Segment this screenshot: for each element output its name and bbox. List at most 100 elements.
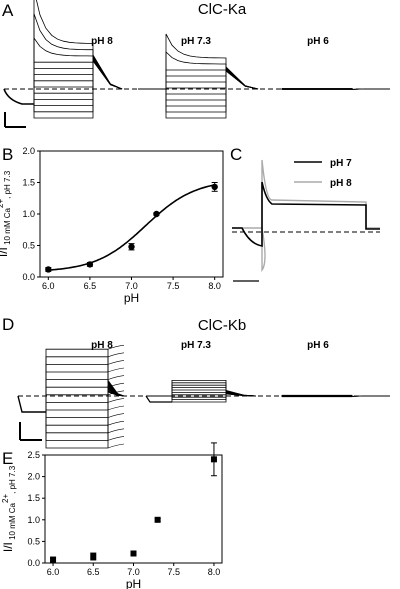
current-trace	[107, 398, 125, 403]
current-trace	[138, 68, 259, 90]
prepulse-trace	[17, 395, 46, 413]
x-tick-label: 8.0	[208, 567, 221, 577]
panel-letter-e: E	[2, 449, 13, 468]
current-trace	[107, 413, 125, 418]
panel-d-title: ClC-Kb	[198, 317, 246, 334]
current-trace	[138, 66, 259, 113]
data-point	[128, 243, 135, 250]
panel-d-current-traces	[17, 344, 390, 449]
trace-ph7	[232, 181, 380, 247]
current-trace	[45, 391, 125, 449]
panel-letter-d: D	[2, 315, 14, 334]
y-tick-label: 1.5	[27, 493, 40, 503]
y-tick-label: 0.5	[27, 536, 40, 546]
panel-a-condition-2: pH 7.3	[181, 36, 211, 47]
panel-a-condition-1: pH 8	[91, 36, 113, 47]
plot-frame	[44, 454, 223, 564]
panel-c-legend: pH 7 pH 8	[294, 158, 352, 189]
x-tick-label: 8.0	[208, 281, 221, 291]
legend-label-ph7: pH 7	[330, 158, 352, 169]
data-point	[153, 210, 160, 218]
y-tick-label: 1.5	[22, 178, 35, 188]
panel-d-condition-3: pH 6	[307, 340, 329, 351]
prepulse-trace	[3, 88, 34, 105]
current-trace	[107, 420, 125, 426]
y-tick-label: 0.0	[22, 272, 35, 282]
current-trace	[107, 360, 125, 365]
y-tick-label: 0.0	[27, 558, 40, 568]
panel-d-condition-1: pH 8	[91, 340, 113, 351]
current-trace	[33, 54, 123, 113]
current-trace	[138, 68, 259, 90]
y-tick-label: 1.0	[22, 209, 35, 219]
current-trace	[146, 380, 257, 397]
panel-e-chart: 6.0 6.5 7.0 7.5 8.0 0.0 0.5 1.0 1.5 2.0 2.5 pH I/I 1…	[1, 442, 223, 589]
prepulse-trace	[145, 395, 172, 403]
current-trace	[107, 367, 125, 373]
data-point	[130, 550, 137, 557]
data-point	[210, 456, 217, 463]
panel-d-scale-bar	[19, 422, 42, 441]
x-axis-label: pH	[126, 577, 141, 589]
current-trace	[107, 375, 125, 380]
data-point	[86, 261, 94, 268]
current-trace	[281, 88, 390, 90]
current-trace	[33, 57, 123, 90]
data-point	[50, 556, 57, 563]
x-tick-label: 7.5	[167, 567, 180, 577]
panel-letter-b: B	[2, 145, 13, 164]
y-tick-label: 2.0	[27, 472, 40, 482]
current-trace	[45, 389, 125, 434]
x-axis-label: pH	[124, 291, 139, 305]
y-tick-label: 0.5	[22, 241, 35, 251]
x-tick-label: 7.5	[167, 281, 180, 291]
current-trace	[138, 33, 259, 90]
x-tick-label: 6.5	[84, 281, 97, 291]
x-tick-label: 7.0	[125, 281, 138, 291]
legend-label-ph8: pH 8	[330, 178, 352, 189]
current-trace	[107, 382, 125, 388]
y-axis-label: I/I 10 mM Ca2+, pH 7.3	[1, 465, 17, 552]
current-trace	[107, 436, 125, 441]
y-tick-label: 2.5	[27, 450, 40, 460]
y-tick-label: 1.0	[27, 515, 40, 525]
panel-letter-a: A	[2, 1, 14, 20]
current-trace	[33, 0, 123, 90]
current-trace	[138, 67, 259, 101]
current-trace	[107, 443, 125, 449]
y-tick-label: 2.0	[22, 146, 35, 156]
data-point	[90, 553, 97, 560]
x-tick-label: 6.0	[47, 567, 60, 577]
panel-a-scale-bar	[4, 112, 26, 128]
y-axis-label: I/I 10 mM Ca2+, pH 7.3	[0, 170, 12, 257]
current-trace	[138, 66, 259, 119]
panel-d-condition-2: pH 7.3	[181, 340, 211, 351]
panel-letter-c: C	[230, 145, 242, 164]
data-point	[211, 183, 218, 191]
current-trace	[45, 348, 125, 397]
panel-a-condition-3: pH 6	[307, 36, 329, 47]
current-trace	[281, 394, 390, 397]
panel-a-title: ClC-Ka	[198, 1, 247, 18]
current-trace	[33, 53, 123, 119]
panel-b-chart: 6.0 6.5 7.0 7.5 8.0 0.0 0.5 1.0 1.5 2.0 pH I/I 10 m…	[0, 146, 224, 305]
current-trace	[138, 68, 259, 90]
x-tick-label: 6.0	[42, 281, 55, 291]
panel-a-current-traces	[3, 0, 390, 119]
fit-curve	[48, 184, 215, 271]
current-trace	[107, 405, 125, 411]
x-tick-label: 7.0	[127, 567, 140, 577]
x-tick-label: 6.5	[87, 567, 100, 577]
current-trace	[33, 56, 123, 90]
data-point	[45, 266, 52, 273]
plot-frame	[39, 150, 224, 278]
current-trace	[33, 57, 123, 90]
current-trace	[107, 352, 125, 358]
panel-c-current-traces	[232, 159, 380, 273]
current-trace	[138, 69, 259, 90]
trace-ph8	[232, 159, 380, 273]
current-trace	[138, 51, 259, 90]
current-trace	[107, 344, 125, 350]
current-trace	[45, 386, 125, 411]
